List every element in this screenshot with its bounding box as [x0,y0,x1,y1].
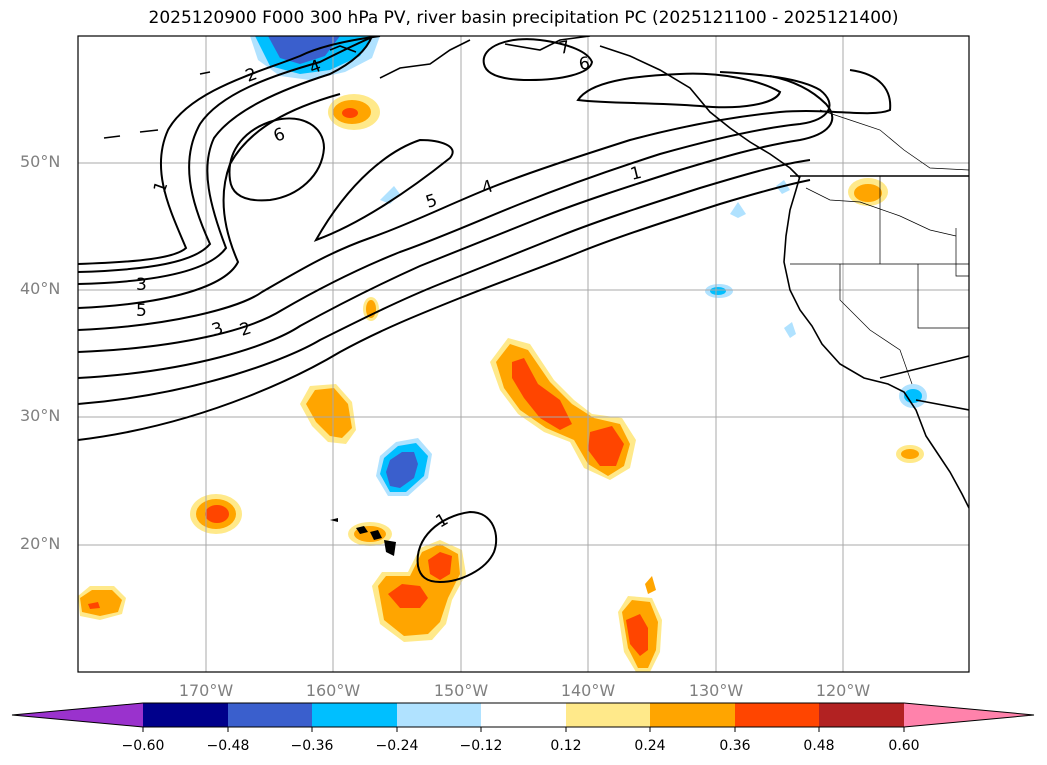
colorbar-tick-label: 0.24 [634,738,666,754]
contour-label: 1 [628,163,643,185]
map-frame [77,35,970,673]
colorbar-segment [819,703,904,727]
lon-label: 140°W [560,681,616,700]
contour-label: 3 [136,275,147,295]
colorbar-segment [312,703,397,727]
lon-label: 160°W [305,681,361,700]
lon-label: 150°W [433,681,489,700]
colorbar-segment [650,703,735,727]
colorbar-tick-label: 0.48 [803,738,835,754]
colorbar-tick-label: −0.60 [121,738,165,754]
colorbar-tick-label: −0.36 [290,738,334,754]
contour-label: 6 [577,53,591,75]
lat-label: 50°N [20,152,61,171]
colorbar-segment [397,703,481,727]
colorbar-segment [228,703,312,727]
graticule [78,36,969,672]
islands [330,518,396,556]
map-title: 2025120900 F000 300 hPa PV, river basin … [148,8,899,28]
colorbar-tick-label: 0.12 [550,738,582,754]
lon-label: 130°W [688,681,744,700]
colorbar-extend-low [12,703,143,727]
coastlines [103,36,969,509]
contour-label: 7 [557,37,571,59]
precip-shading [78,36,927,672]
colorbar-segment [566,703,650,727]
colorbar-segment [735,703,819,727]
lat-label: 30°N [20,406,61,425]
colorbar-extend-high [904,703,1034,727]
colorbar-tick-label: −0.48 [206,738,250,754]
colorbar-tick-label: 0.36 [719,738,751,754]
colorbar-segment [143,703,228,727]
colorbar-segment [481,703,566,727]
map-content: 2 4 6 1 5 4 1 7 6 3 5 3 2 1 [78,36,969,672]
colorbar [11,702,1035,732]
state-borders [790,109,969,385]
lon-label: 120°W [815,681,871,700]
pv-contours [78,36,892,584]
lat-label: 40°N [20,279,61,298]
contour-label: 5 [136,301,147,321]
colorbar-tick-label: −0.12 [459,738,503,754]
lon-label: 170°W [178,681,234,700]
colorbar-tick-label: 0.60 [888,738,920,754]
colorbar-tick-label: −0.24 [375,738,419,754]
lat-label: 20°N [20,534,61,553]
